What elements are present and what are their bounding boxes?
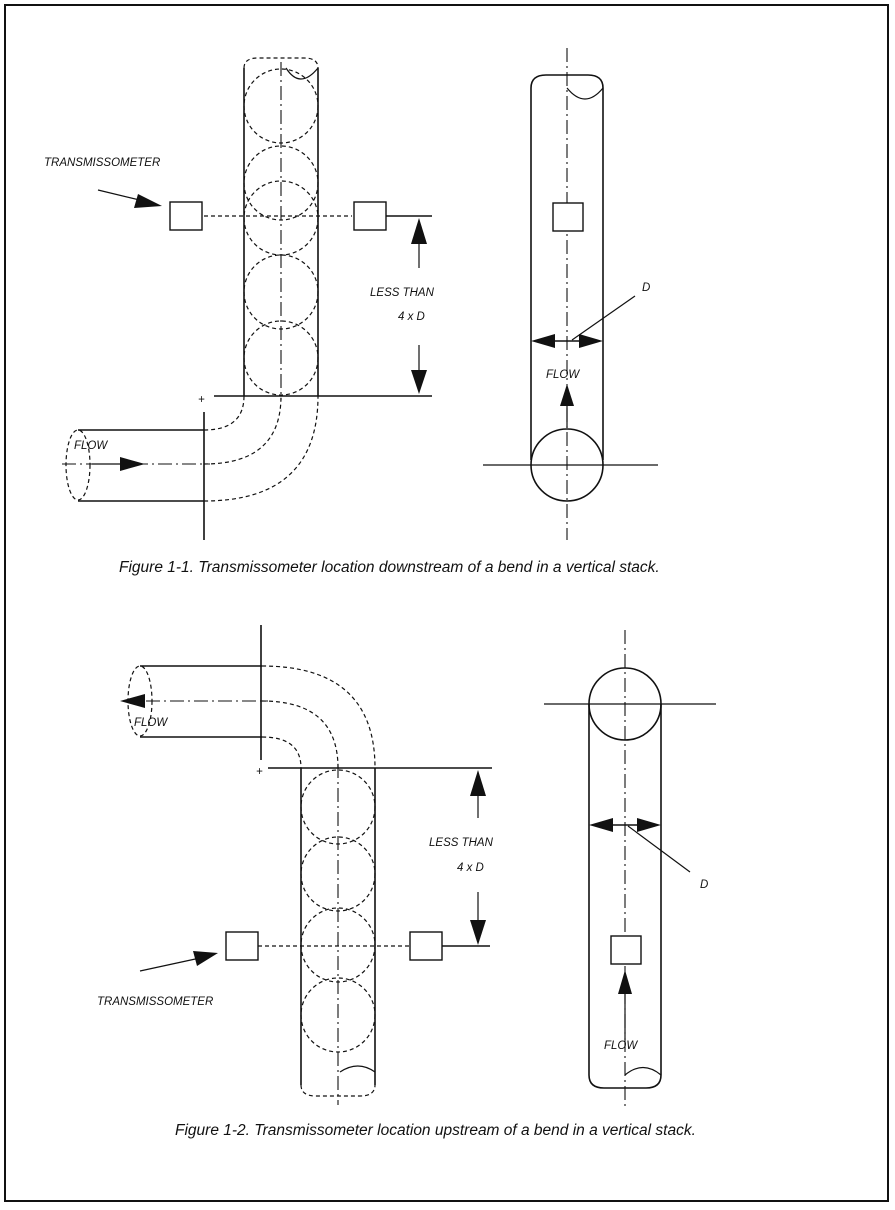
dimension-arrow-up bbox=[470, 770, 486, 796]
distance-label: 4 x D bbox=[398, 311, 425, 323]
flow-label: FLOW bbox=[134, 717, 168, 729]
figure-1-2: FLOW + TRA bbox=[97, 625, 716, 1139]
transmissometer-label: TRANSMISSOMETER bbox=[44, 157, 160, 169]
flow-arrow-head bbox=[120, 457, 145, 471]
straight-stack-view-2: D FLOW bbox=[544, 630, 716, 1110]
transmissometer-label: TRANSMISSOMETER bbox=[97, 996, 213, 1008]
transmissometer-box-right bbox=[409, 931, 443, 961]
flow-label: FLOW bbox=[546, 369, 580, 381]
flow-arrow-head bbox=[560, 384, 574, 406]
transmissometer-pointer-head bbox=[193, 951, 218, 966]
transmissometer-box bbox=[552, 202, 584, 232]
document-page bbox=[4, 4, 889, 1202]
flow-arrow-head bbox=[120, 694, 145, 708]
diameter-arrow-right bbox=[579, 334, 603, 348]
stack-with-bend-downstream: + FLOW TRANSMISSOMETER bbox=[44, 57, 435, 540]
figure-1-1: + FLOW TRANSMISSOMETER bbox=[44, 48, 660, 576]
diameter-arrow-left bbox=[531, 334, 555, 348]
dimension-arrow-down bbox=[411, 370, 427, 394]
figure-caption: Figure 1-1. Transmissometer location dow… bbox=[119, 559, 660, 576]
stack-top-break bbox=[285, 67, 319, 80]
distance-label: 4 x D bbox=[457, 862, 484, 874]
diameter-arrow-right bbox=[637, 818, 661, 832]
transmissometer-pointer-head bbox=[134, 194, 162, 208]
diameter-label: D bbox=[642, 282, 650, 294]
transmissometer-box bbox=[610, 935, 642, 965]
flow-label: FLOW bbox=[74, 440, 108, 452]
bend-outer-arc bbox=[203, 395, 319, 502]
diameter-label: D bbox=[700, 879, 708, 891]
stack-diameter-circle bbox=[243, 320, 319, 396]
bend-center-arc bbox=[261, 700, 339, 769]
transmissometer-box-left bbox=[225, 931, 259, 961]
stack-bottom-break bbox=[339, 1065, 376, 1073]
diameter-arrow-left bbox=[589, 818, 613, 832]
flow-label: FLOW bbox=[604, 1040, 638, 1052]
diameter-leader bbox=[571, 295, 636, 341]
transmissometer-box-right bbox=[353, 201, 387, 231]
less-than-label: LESS THAN bbox=[370, 287, 435, 299]
plus-mark: + bbox=[256, 766, 263, 778]
dimension-arrow-down bbox=[470, 920, 486, 945]
plus-mark: + bbox=[198, 394, 205, 406]
figure-caption: Figure 1-2. Transmissometer location ups… bbox=[175, 1122, 696, 1139]
bend-center-arc bbox=[203, 395, 282, 465]
flow-arrow-head bbox=[618, 970, 632, 994]
dimension-arrow-up bbox=[411, 218, 427, 244]
stack-top-break bbox=[566, 87, 604, 100]
stack-with-bend-upstream: FLOW + TRA bbox=[97, 625, 494, 1105]
diameter-leader bbox=[627, 825, 691, 873]
transmissometer-pointer-shaft bbox=[139, 957, 201, 972]
inlet-end-ellipse bbox=[65, 429, 91, 501]
stack-bottom-break bbox=[624, 1066, 662, 1076]
less-than-label: LESS THAN bbox=[429, 837, 494, 849]
bend-inner-arc bbox=[261, 736, 302, 769]
stack-top-cut bbox=[243, 57, 319, 69]
transmissometer-box-left bbox=[169, 201, 203, 231]
straight-stack-view-1: D FLOW bbox=[483, 48, 658, 540]
bend-inner-arc bbox=[203, 395, 245, 431]
